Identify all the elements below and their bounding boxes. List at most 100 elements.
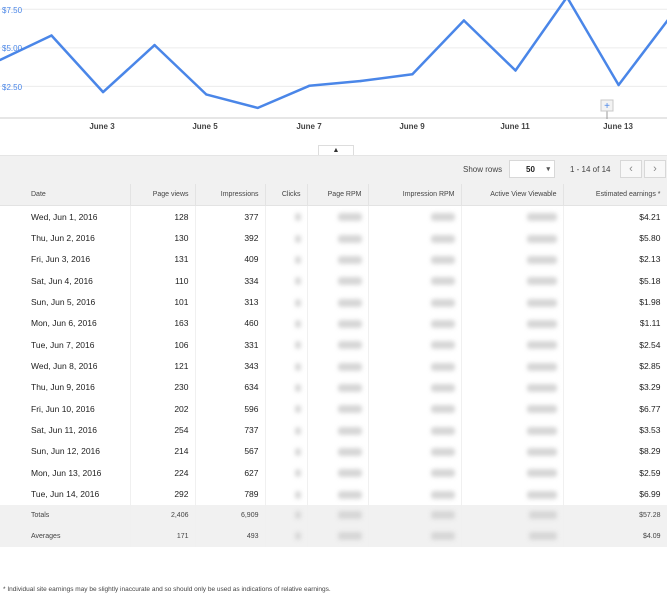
impressions-cell: 460 <box>195 312 266 334</box>
redacted-cell <box>307 355 369 377</box>
redacted-value <box>430 213 455 222</box>
redacted-value <box>430 277 455 286</box>
column-header-impression-rpm[interactable]: Impression RPM <box>368 184 462 206</box>
redacted-value <box>526 490 557 499</box>
redacted-value <box>526 384 557 393</box>
data-point[interactable] <box>359 79 362 83</box>
table-row: Tue, Jun 7, 2016 106 331 $2.54 <box>0 333 667 356</box>
totals-row: Totals 2,406 6,909 $57.28 <box>0 504 667 526</box>
data-point[interactable] <box>514 69 517 72</box>
redacted-cell <box>461 419 564 441</box>
redacted-cell <box>307 291 369 313</box>
redacted-cell <box>265 461 308 484</box>
redacted-value <box>337 490 362 499</box>
prev-page-button[interactable]: ‹ <box>620 160 642 178</box>
earnings-footnote: * Individual site earnings may be slight… <box>3 586 331 593</box>
data-point[interactable] <box>153 43 156 47</box>
impressions-cell: 634 <box>195 376 266 398</box>
page-views-cell: 224 <box>130 461 196 484</box>
data-point[interactable] <box>0 58 2 62</box>
redacted-value <box>337 448 362 457</box>
table-row: Fri, Jun 3, 2016 131 409 $2.13 <box>0 248 667 270</box>
page-views-cell: 110 <box>130 269 196 292</box>
redacted-cell <box>368 440 462 462</box>
redacted-cell <box>368 205 462 228</box>
redacted-value <box>337 298 362 307</box>
redacted-cell <box>307 205 369 228</box>
y-tick-label: $5.00 <box>2 44 23 53</box>
earnings-cell: $2.13 <box>563 248 667 270</box>
rows-per-page-select[interactable]: 50 ▾ <box>509 160 555 178</box>
add-annotation-button[interactable] <box>600 99 614 112</box>
averages-row: Averages 171 493 $4.09 <box>0 525 667 547</box>
data-point[interactable] <box>205 93 208 96</box>
redacted-value <box>294 341 301 350</box>
x-tick-label: June 3 <box>89 122 115 131</box>
chart-svg: + <box>0 0 667 119</box>
data-point[interactable] <box>256 106 259 110</box>
redacted-cell <box>461 461 564 484</box>
redacted-cell <box>307 525 369 547</box>
redacted-value <box>294 277 301 286</box>
redacted-cell <box>461 397 564 420</box>
next-page-button[interactable]: › <box>644 160 666 178</box>
earnings-cell: $6.99 <box>563 483 667 505</box>
table-row: Sat, Jun 11, 2016 254 737 $3.53 <box>0 419 667 441</box>
redacted-value <box>430 256 455 265</box>
redacted-cell <box>368 376 462 398</box>
column-header-page-views[interactable]: Page views <box>130 184 196 206</box>
redacted-cell <box>461 504 564 526</box>
column-header-estimated-earnings[interactable]: Estimated earnings * <box>563 184 667 206</box>
totals-impressions: 6,909 <box>195 504 266 526</box>
date-cell: Sun, Jun 5, 2016 <box>0 291 131 313</box>
averages-label: Averages <box>0 525 131 547</box>
redacted-cell <box>368 504 462 526</box>
pagination-range: 1 - 14 of 14 <box>570 165 611 174</box>
redacted-cell <box>461 440 564 462</box>
redacted-cell <box>265 205 308 228</box>
redacted-cell <box>461 483 564 505</box>
date-cell: Fri, Jun 10, 2016 <box>0 397 131 420</box>
data-point[interactable] <box>101 90 105 94</box>
redacted-cell <box>265 291 308 313</box>
chevron-down-icon: ▾ <box>546 166 550 173</box>
table-row: Wed, Jun 8, 2016 121 343 $2.85 <box>0 355 667 377</box>
date-cell: Sat, Jun 11, 2016 <box>0 419 131 441</box>
date-cell: Tue, Jun 14, 2016 <box>0 483 131 505</box>
redacted-value <box>430 362 455 371</box>
redacted-value <box>294 256 301 265</box>
redacted-value <box>337 469 362 478</box>
table-row: Thu, Jun 9, 2016 230 634 $3.29 <box>0 376 667 398</box>
redacted-value <box>294 298 301 307</box>
redacted-cell <box>265 227 308 249</box>
data-point[interactable] <box>50 34 53 37</box>
impressions-cell: 343 <box>195 355 266 377</box>
averages-impressions: 493 <box>195 525 266 547</box>
redacted-cell <box>265 248 308 270</box>
redacted-value <box>430 234 455 243</box>
page-views-cell: 106 <box>130 333 196 356</box>
table-toolbar: Show rows 50 ▾ 1 - 14 of 14 ‹ › <box>0 155 667 185</box>
redacted-value <box>526 277 557 286</box>
redacted-value <box>294 448 301 457</box>
page-views-cell: 130 <box>130 227 196 249</box>
column-header-active-view-viewable[interactable]: Active View Viewable <box>461 184 564 206</box>
redacted-value <box>526 320 557 329</box>
redacted-cell <box>461 312 564 334</box>
collapse-chart-button[interactable]: ▲ <box>318 145 354 156</box>
data-point[interactable] <box>411 73 414 76</box>
data-point[interactable] <box>308 84 311 88</box>
column-header-clicks[interactable]: Clicks <box>265 184 308 206</box>
rows-per-page-value: 50 <box>526 165 535 174</box>
table-row: Sun, Jun 12, 2016 214 567 $8.29 <box>0 440 667 462</box>
data-point[interactable] <box>462 19 466 22</box>
column-header-page-rpm[interactable]: Page RPM <box>307 184 369 206</box>
table-header-row: Date Page views Impressions Clicks Page … <box>0 184 667 206</box>
column-header-date[interactable]: Date <box>0 184 131 206</box>
column-header-impressions[interactable]: Impressions <box>195 184 266 206</box>
redacted-value <box>337 341 362 350</box>
data-point[interactable] <box>617 83 620 87</box>
redacted-cell <box>368 312 462 334</box>
redacted-cell <box>307 376 369 398</box>
redacted-cell <box>368 419 462 441</box>
